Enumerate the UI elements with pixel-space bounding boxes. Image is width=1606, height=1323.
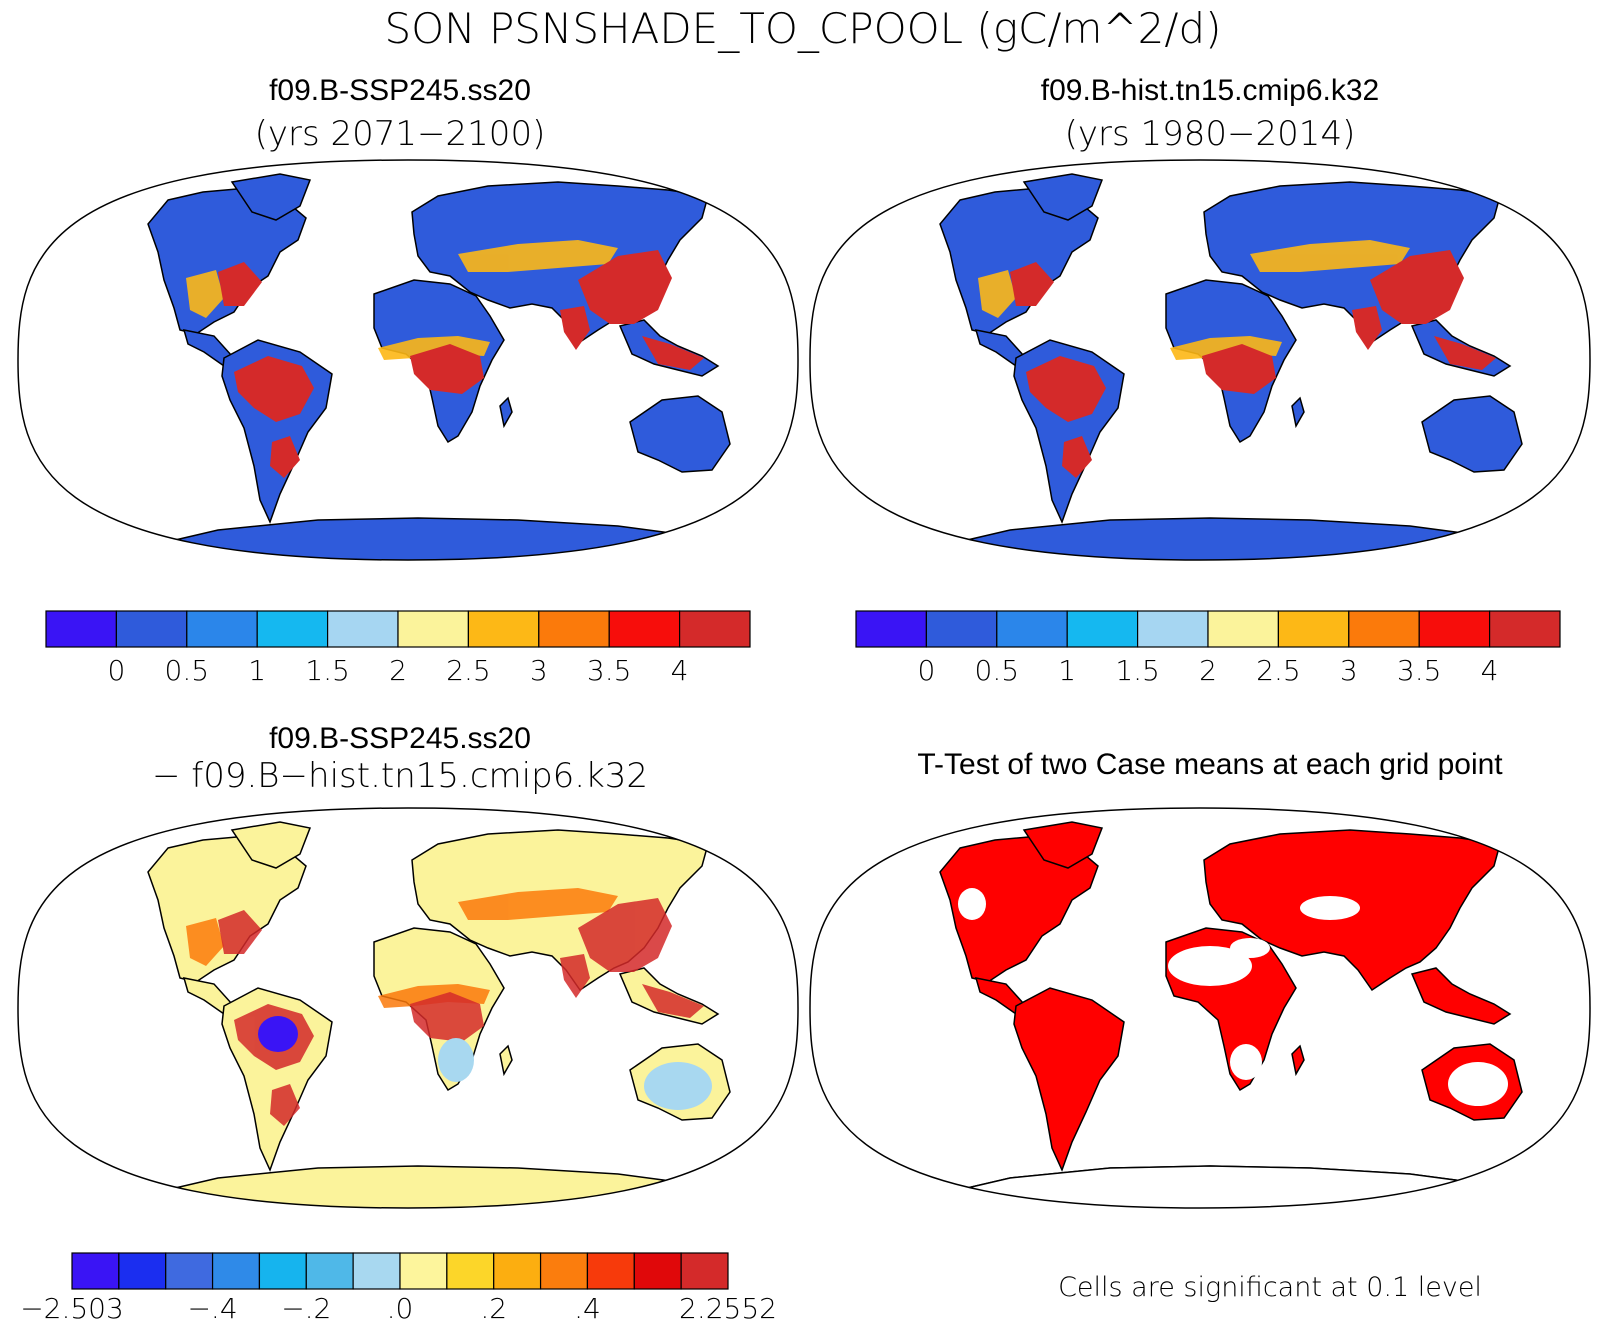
colorbar-historical-swatch-9 (1488, 610, 1561, 648)
map-historical (809, 159, 1591, 561)
panel-1-title: f09.B-SSP245.ss20 (269, 74, 531, 107)
colorbar-difference-swatch-12 (633, 1252, 682, 1290)
colorbar-difference-swatch-5 (305, 1252, 354, 1290)
colorbar-historical-label-7: 3.5 (1397, 654, 1442, 687)
nonsignificant-area-0 (1168, 946, 1252, 986)
colorbar-difference-swatch-2 (165, 1252, 214, 1290)
map-ttest (809, 807, 1591, 1209)
map-difference (17, 807, 799, 1209)
colorbar-future: 0 0.5 1 1.5 2 2.5 3 3.5 4 (45, 610, 751, 687)
colorbar-future-label-5: 2.5 (446, 654, 491, 687)
map-border (809, 807, 1591, 1209)
figure-title: SON PSNSHADE_TO_CPOOL (gC/m^2/d) (384, 4, 1222, 53)
colorbar-difference-label-3: .0 (387, 1292, 414, 1323)
map-panels (17, 159, 1591, 1209)
colorbar-future-swatch-5 (397, 610, 470, 648)
colorbar-historical: 0 0.5 1 1.5 2 2.5 3 3.5 4 (855, 610, 1561, 687)
colorbar-historical-label-4: 2 (1199, 654, 1217, 687)
colorbar-historical-swatch-4 (1136, 610, 1209, 648)
panel-1-subtitle: (yrs 2071−2100) (254, 114, 546, 154)
colorbar-future-swatch-6 (467, 610, 540, 648)
colorbar-historical-label-1: 0.5 (975, 654, 1020, 687)
colorbar-future-label-6: 3 (530, 654, 548, 687)
colorbar-future-swatch-8 (608, 610, 681, 648)
colorbar-difference-swatch-13 (680, 1252, 729, 1290)
colorbar-future-label-3: 1.5 (305, 654, 350, 687)
colorbar-difference-label-5: .4 (574, 1292, 601, 1323)
map-future (17, 159, 799, 561)
colorbar-future-label-8: 4 (671, 654, 689, 687)
colorbar-future-swatch-0 (45, 610, 118, 648)
colorbar-difference-swatch-6 (352, 1252, 401, 1290)
panel-4-footnote: Cells are significant at 0.1 level (1058, 1272, 1482, 1303)
colorbar-historical-swatch-8 (1418, 610, 1491, 648)
map-border (17, 159, 799, 561)
colorbar-difference-label-6: 2.2552 (679, 1292, 777, 1323)
amazon-decrease-spot (258, 1016, 298, 1052)
colorbar-historical-swatch-2 (996, 610, 1068, 648)
colorbars: 0 0.5 1 1.5 2 2.5 3 3.5 4 0 0.5 1 1.5 2 2.5 3 3.5 4 −2.503… (20, 610, 1561, 1323)
colorbar-difference: −2.503 −.4 −.2 .0 .2 .4 2.2552 (20, 1252, 777, 1323)
colorbar-historical-swatch-5 (1207, 610, 1280, 648)
colorbar-historical-swatch-7 (1348, 610, 1420, 648)
colorbar-historical-label-3: 1.5 (1115, 654, 1160, 687)
colorbar-historical-label-6: 3 (1340, 654, 1358, 687)
colorbar-difference-swatch-7 (399, 1252, 448, 1290)
colorbar-difference-label-4: .2 (480, 1292, 507, 1323)
colorbar-future-swatch-1 (115, 610, 188, 648)
antarctica-nonsignificant (948, 1165, 1472, 1208)
colorbar-difference-swatch-10 (539, 1252, 589, 1290)
colorbar-difference-swatch-9 (493, 1252, 542, 1290)
panel-2-subtitle: (yrs 1980−2014) (1064, 114, 1356, 154)
south-africa-decrease (438, 1038, 474, 1082)
colorbar-future-swatch-3 (256, 610, 329, 648)
colorbar-historical-swatch-0 (855, 610, 928, 648)
colorbar-future-label-7: 3.5 (587, 654, 632, 687)
colorbar-difference-label-0: −2.503 (20, 1292, 124, 1323)
colorbar-historical-label-0: 0 (917, 654, 935, 687)
colorbar-difference-label-2: −.2 (281, 1292, 331, 1323)
colorbar-future-swatch-4 (327, 610, 399, 648)
colorbar-difference-swatch-11 (586, 1252, 635, 1290)
nonsignificant-area-2 (1448, 1062, 1508, 1106)
map-border (809, 159, 1591, 561)
nonsignificant-area-1 (1230, 938, 1270, 958)
nonsignificant-area-4 (1300, 896, 1360, 920)
colorbar-future-swatch-9 (678, 610, 751, 648)
map-border (17, 807, 799, 1209)
panel-3-subtitle: − f09.B−hist.tn15.cmip6.k32 (151, 756, 649, 796)
panel-3-title: f09.B-SSP245.ss20 (269, 722, 531, 755)
colorbar-historical-label-8: 4 (1481, 654, 1499, 687)
colorbar-future-label-0: 0 (107, 654, 125, 687)
colorbar-difference-swatch-3 (211, 1252, 261, 1290)
colorbar-future-label-2: 1 (248, 654, 266, 687)
colorbar-difference-label-1: −.4 (187, 1292, 237, 1323)
colorbar-difference-swatch-8 (446, 1252, 495, 1290)
colorbar-difference-swatch-0 (71, 1252, 120, 1290)
colorbar-historical-swatch-1 (925, 610, 998, 648)
colorbar-future-label-4: 2 (389, 654, 407, 687)
colorbar-historical-swatch-6 (1277, 610, 1350, 648)
colorbar-future-swatch-7 (538, 610, 610, 648)
colorbar-future-label-1: 0.5 (165, 654, 210, 687)
nonsignificant-area-6 (1096, 938, 1124, 958)
colorbar-historical-label-5: 2.5 (1256, 654, 1301, 687)
australia-decrease (644, 1062, 712, 1110)
nonsignificant-area-5 (958, 888, 986, 920)
panel-2-title: f09.B-hist.tn15.cmip6.k32 (1040, 74, 1380, 107)
colorbar-difference-swatch-1 (118, 1252, 167, 1290)
colorbar-difference-swatch-4 (258, 1252, 307, 1290)
nonsignificant-area-3 (1230, 1044, 1262, 1080)
colorbar-historical-swatch-3 (1066, 610, 1139, 648)
colorbar-future-swatch-2 (186, 610, 258, 648)
panel-4-title: T-Test of two Case means at each grid po… (917, 748, 1503, 781)
colorbar-historical-label-2: 1 (1058, 654, 1076, 687)
